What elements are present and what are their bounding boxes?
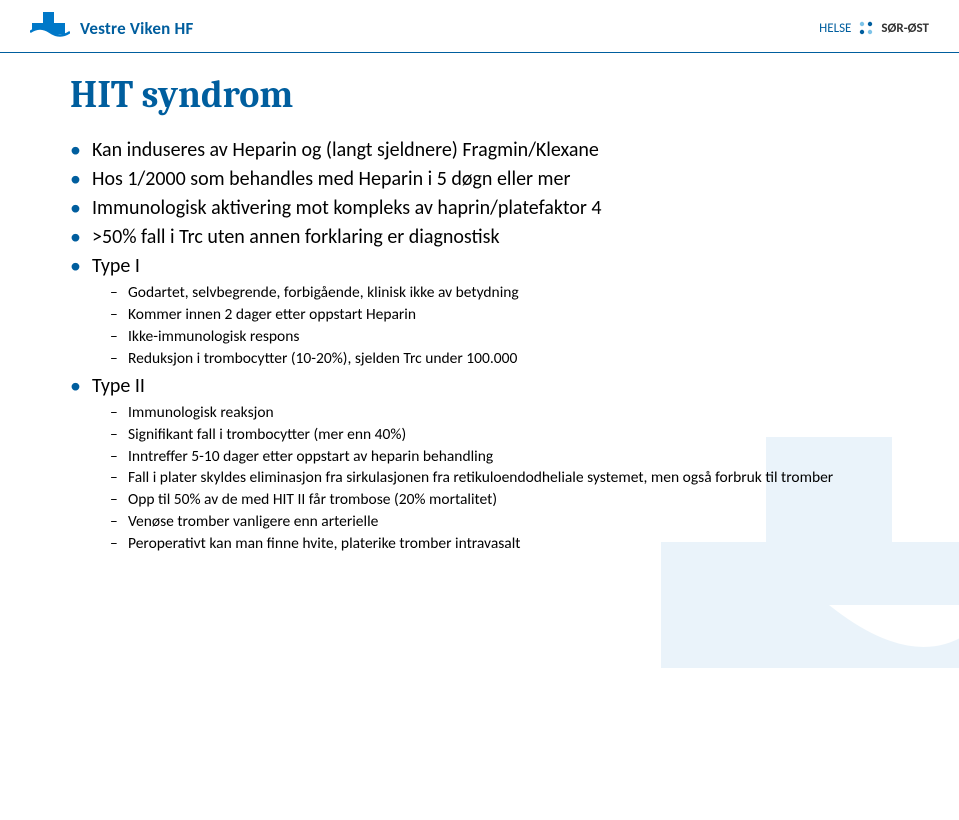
cross-wave-icon [30,10,70,46]
sub-bullet-item: Kommer innen 2 dager etter oppstart Hepa… [110,305,899,326]
sub-bullet-item: Venøse tromber vanligere enn arterielle [110,512,899,533]
sub-bullet-item: Ikke-immunologisk respons [110,327,899,348]
brand-right-sorost: SØR-ØST [881,21,929,36]
bullet-item: Type II Immunologisk reaksjonSignifikant … [70,373,899,555]
bullet-text: Immunologisk aktivering mot kompleks av … [92,196,602,220]
sub-bullet-item: Immunologisk reaksjon [110,403,899,424]
brand-left-text: Vestre Viken HF [80,18,193,39]
sub-bullet-item: Peroperativt kan man finne hvite, plater… [110,534,899,555]
dots-icon [857,19,875,37]
bullet-text: Type I [92,254,140,278]
bullet-text: Hos 1/2000 som behandles med Heparin i 5… [92,167,570,191]
bullet-list: Kan induseres av Heparin og (langt sjeld… [70,137,899,555]
bullet-text: >50% fall i Trc uten annen forklaring er… [92,225,500,249]
sub-bullet-item: Inntreffer 5-10 dager etter oppstart av … [110,447,899,468]
sub-bullet-item: Signifikant fall i trombocytter (mer enn… [110,425,899,446]
brand-right-helse: HELSE [819,21,851,36]
sub-bullet-item: Opp til 50% av de med HIT II får trombos… [110,490,899,511]
slide-content: HIT syndrom Kan induseres av Heparin og … [0,53,959,555]
bullet-item: >50% fall i Trc uten annen forklaring er… [70,224,899,250]
bullet-item: Type I Godartet, selvbegrende, forbigåend… [70,253,899,370]
sub-bullet-list: Immunologisk reaksjonSignifikant fall i … [110,403,899,555]
bullet-item: Immunologisk aktivering mot kompleks av … [70,195,899,221]
sub-bullet-item: Fall i plater skyldes eliminasjon fra si… [110,468,899,489]
logo-right: HELSE SØR-ØST [819,19,929,37]
sub-bullet-item: Reduksjon i trombocytter (10-20%), sjeld… [110,349,899,370]
bullet-text: Type II [92,374,145,398]
sub-bullet-item: Godartet, selvbegrende, forbigående, kli… [110,283,899,304]
logo-left: Vestre Viken HF [30,10,193,46]
slide-title: HIT syndrom [70,73,899,117]
bullet-item: Hos 1/2000 som behandles med Heparin i 5… [70,166,899,192]
bullet-item: Kan induseres av Heparin og (langt sjeld… [70,137,899,163]
bullet-text: Kan induseres av Heparin og (langt sjeld… [92,138,599,162]
slide-header: Vestre Viken HF HELSE SØR-ØST [0,0,959,50]
sub-bullet-list: Godartet, selvbegrende, forbigående, kli… [110,283,899,370]
